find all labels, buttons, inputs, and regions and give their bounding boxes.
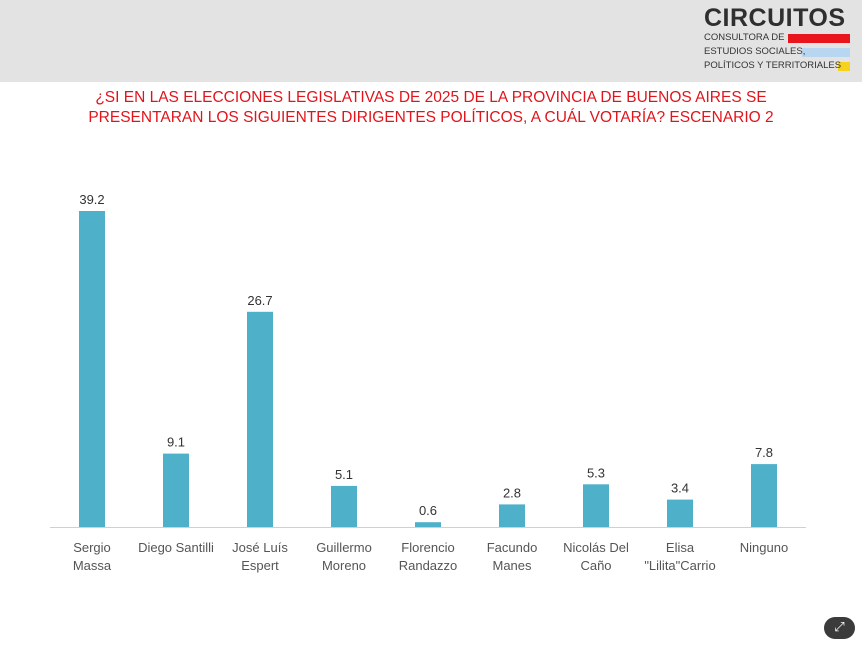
data-label: 26.7 bbox=[247, 293, 272, 308]
logo-line-1-text: CONSULTORA DE bbox=[704, 32, 785, 43]
data-label: 5.3 bbox=[587, 465, 605, 480]
data-label: 39.2 bbox=[79, 192, 104, 207]
category-label: Manes bbox=[492, 558, 532, 573]
category-label: Elisa bbox=[666, 540, 695, 555]
data-label: 3.4 bbox=[671, 481, 689, 496]
category-label: Massa bbox=[73, 558, 112, 573]
category-label: Espert bbox=[241, 558, 279, 573]
logo-line-2-text: ESTUDIOS SOCIALES, bbox=[704, 46, 806, 57]
category-label: Ninguno bbox=[740, 540, 788, 555]
header-band bbox=[0, 0, 862, 82]
category-label: Facundo bbox=[487, 540, 538, 555]
bar bbox=[163, 453, 189, 527]
chart-title: ¿SI EN LAS ELECCIONES LEGISLATIVAS DE 20… bbox=[40, 88, 822, 128]
data-label: 5.1 bbox=[335, 467, 353, 482]
category-label: Guillermo bbox=[316, 540, 372, 555]
chart-title-line-1: ¿SI EN LAS ELECCIONES LEGISLATIVAS DE 20… bbox=[95, 89, 767, 106]
category-label: Nicolás Del bbox=[563, 540, 629, 555]
logo-line-3: POLÍTICOS Y TERRITORIALES bbox=[704, 59, 854, 73]
category-label: José Luís bbox=[232, 540, 288, 555]
bar bbox=[499, 504, 525, 527]
data-label: 0.6 bbox=[419, 503, 437, 518]
logo-line-2: ESTUDIOS SOCIALES, bbox=[704, 45, 854, 59]
category-label: Diego Santilli bbox=[138, 540, 214, 555]
logo-red-bar bbox=[788, 34, 850, 43]
category-label: "Lilita"Carrio bbox=[644, 558, 715, 573]
logo-name: CIRCUITOS bbox=[704, 4, 846, 32]
bar bbox=[247, 311, 273, 527]
data-label: 9.1 bbox=[167, 435, 185, 450]
bar bbox=[331, 485, 357, 527]
bar bbox=[751, 464, 777, 527]
logo-yellow-bar bbox=[838, 62, 850, 71]
logo-line-1: CONSULTORA DE bbox=[704, 31, 854, 45]
expand-icon: ⤢ bbox=[834, 620, 845, 635]
category-label: Caño bbox=[580, 558, 611, 573]
bar bbox=[583, 484, 609, 527]
circuitos-logo: CIRCUITOS CONSULTORA DE ESTUDIOS SOCIALE… bbox=[704, 5, 854, 77]
category-label: Sergio bbox=[73, 540, 111, 555]
data-label: 7.8 bbox=[755, 445, 773, 460]
logo-blue-bar bbox=[802, 48, 850, 57]
expand-button[interactable]: ⤢ bbox=[824, 617, 855, 639]
bar bbox=[667, 499, 693, 527]
chart-title-line-2: PRESENTARAN LOS SIGUIENTES DIRIGENTES PO… bbox=[88, 109, 774, 126]
data-label: 2.8 bbox=[503, 485, 521, 500]
category-label: Florencio bbox=[401, 540, 454, 555]
bar bbox=[415, 522, 441, 527]
logo-line-3-text: POLÍTICOS Y TERRITORIALES bbox=[704, 60, 842, 71]
category-label: Moreno bbox=[322, 558, 366, 573]
bar bbox=[79, 211, 105, 527]
category-label: Randazzo bbox=[399, 558, 458, 573]
